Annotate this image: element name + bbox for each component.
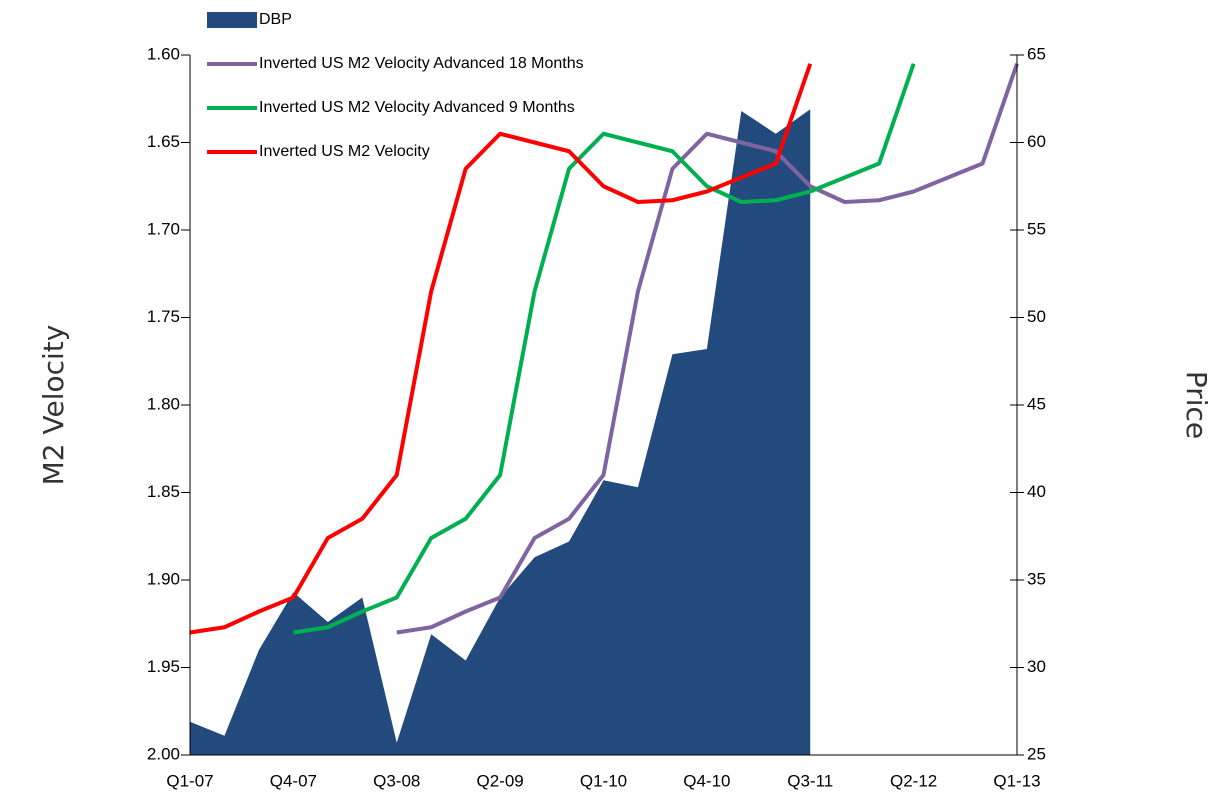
- line: [189, 63, 813, 635]
- area: [190, 109, 811, 755]
- y2-tick-label: 55: [1027, 219, 1046, 238]
- legend-label: Inverted US M2 Velocity Advanced 18 Mont…: [259, 55, 584, 72]
- y-tick-label: 2.00: [147, 744, 180, 763]
- y2-tick-label: 40: [1027, 482, 1046, 501]
- legend-swatch: [207, 12, 257, 28]
- x-tick-label: Q4-07: [270, 771, 317, 790]
- y-tick-label: 1.60: [147, 44, 180, 63]
- x-tick-label: Q1-07: [166, 771, 213, 790]
- legend-label: Inverted US M2 Velocity Advanced 9 Month…: [259, 99, 575, 116]
- y2-tick-label: 45: [1027, 394, 1046, 413]
- line: [293, 63, 916, 635]
- y2-tick-label: 30: [1027, 657, 1046, 676]
- x-tick-label: Q2-09: [477, 771, 524, 790]
- x-tick-label: Q2-12: [890, 771, 937, 790]
- y-axis-title: M2 Velocity: [37, 325, 70, 486]
- y-tick-label: 1.95: [147, 657, 180, 676]
- y-tick-label: 1.90: [147, 569, 180, 588]
- y-tick-label: 1.80: [147, 394, 180, 413]
- x-tick-label: Q3-11: [787, 771, 833, 790]
- x-tick-label: Q1-10: [580, 771, 627, 790]
- y-tick-label: 1.70: [147, 219, 180, 238]
- y2-axis-title: Price: [1180, 371, 1213, 439]
- y-tick-label: 1.75: [147, 307, 180, 326]
- legend-label: DBP: [259, 11, 292, 28]
- y2-tick-label: 50: [1027, 307, 1046, 326]
- y2-tick-label: 25: [1027, 744, 1046, 763]
- x-tick-label: Q4-10: [683, 771, 730, 790]
- line: [396, 63, 1019, 635]
- y2-tick-label: 65: [1027, 44, 1046, 63]
- y2-tick-label: 60: [1027, 132, 1046, 151]
- y-tick-label: 1.85: [147, 482, 180, 501]
- x-tick-label: Q3-08: [373, 771, 420, 790]
- y2-tick-label: 35: [1027, 569, 1046, 588]
- y-tick-label: 1.65: [147, 132, 180, 151]
- x-tick-label: Q1-13: [993, 771, 1040, 790]
- legend-label: Inverted US M2 Velocity: [259, 143, 430, 160]
